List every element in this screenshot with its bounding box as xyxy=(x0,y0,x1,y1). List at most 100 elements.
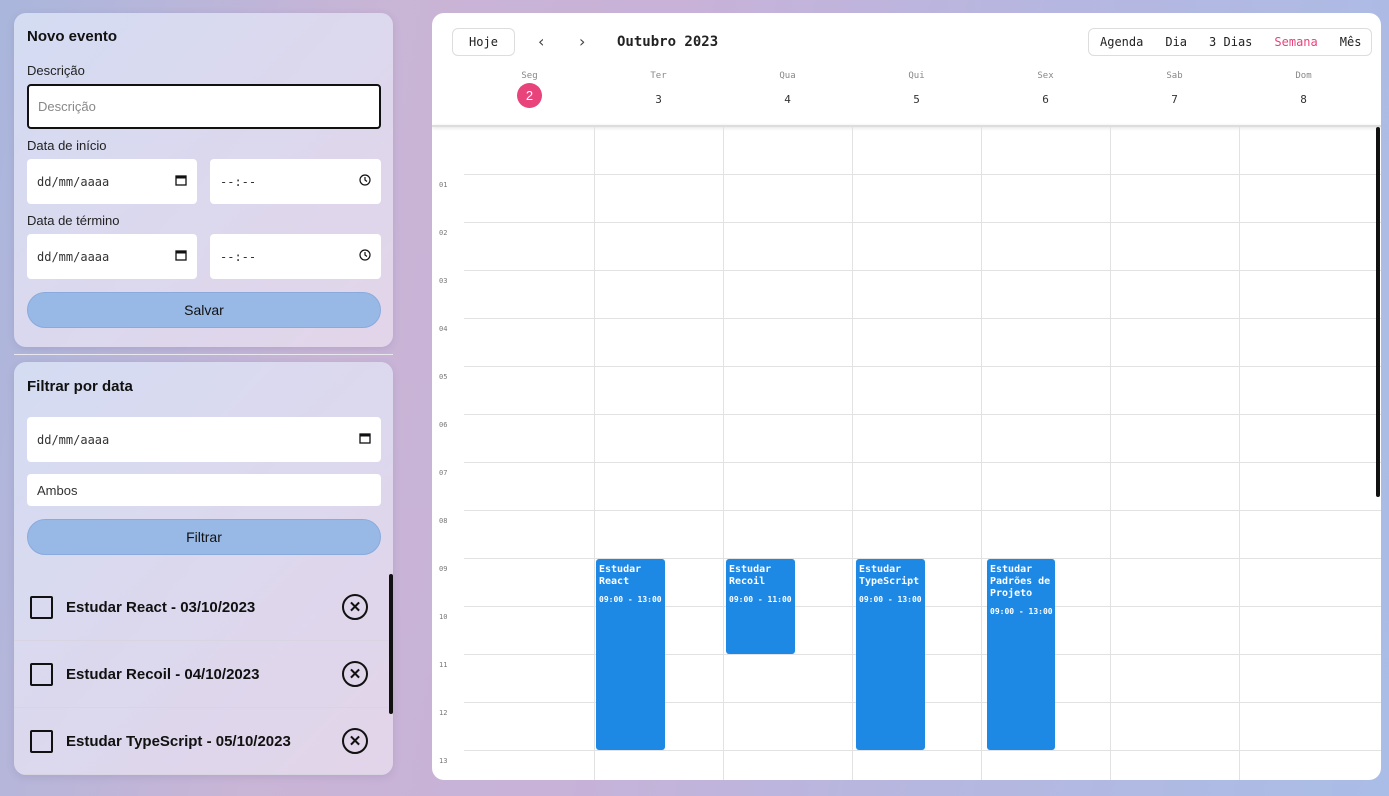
day-name: Ter xyxy=(650,71,667,81)
day-column-line xyxy=(981,127,982,780)
new-event-title: Novo evento xyxy=(27,28,118,45)
calendar-icon[interactable] xyxy=(175,249,187,264)
event-title: Estudar Padrões de Projeto xyxy=(990,564,1051,599)
hour-label: 05 xyxy=(439,373,448,381)
start-date-value: dd/mm/aaaa xyxy=(37,174,110,189)
event-block[interactable]: Estudar TypeScript 09:00 - 13:00 xyxy=(856,559,925,750)
task-title: Estudar Recoil - 04/10/2023 xyxy=(66,665,260,683)
filter-status-select[interactable]: Ambos xyxy=(27,474,381,506)
hour-line xyxy=(464,750,1381,751)
chevron-right-icon[interactable]: › xyxy=(579,32,586,51)
list-item: Estudar Recoil - 04/10/2023 ✕ xyxy=(14,641,388,708)
view-switcher: Agenda Dia 3 Dias Semana Mês xyxy=(1088,28,1372,56)
view-week[interactable]: Semana xyxy=(1274,35,1318,49)
end-date-input[interactable]: dd/mm/aaaa xyxy=(27,234,197,279)
section-divider xyxy=(14,354,393,355)
task-checkbox[interactable] xyxy=(30,729,53,753)
chevron-left-icon[interactable]: ‹ xyxy=(538,32,545,51)
header-divider xyxy=(432,125,1381,127)
day-name: Qui xyxy=(908,71,925,81)
today-button[interactable]: Hoje xyxy=(452,28,515,56)
event-title: Estudar React xyxy=(599,564,642,587)
view-3-days[interactable]: 3 Dias xyxy=(1209,35,1253,49)
calendar-panel: Hoje ‹ › Outubro 2023 Agenda Dia 3 Dias … xyxy=(432,13,1381,780)
day-name: Qua xyxy=(779,71,796,81)
hour-label: 03 xyxy=(439,277,448,285)
view-agenda[interactable]: Agenda xyxy=(1100,35,1144,49)
calendar-scrollbar[interactable] xyxy=(1376,127,1380,497)
day-header[interactable]: Qui 5 xyxy=(852,71,981,112)
event-block[interactable]: Estudar Recoil 09:00 - 11:00 xyxy=(726,559,795,654)
hour-line xyxy=(464,318,1381,319)
day-name: Seg xyxy=(521,71,538,81)
day-header[interactable]: Sab 7 xyxy=(1110,71,1239,112)
filter-button[interactable]: Filtrar xyxy=(27,519,381,555)
hour-line xyxy=(464,366,1381,367)
day-number: 4 xyxy=(784,93,791,106)
description-label: Descrição xyxy=(27,63,85,78)
event-time: 09:00 - 13:00 xyxy=(859,595,922,604)
view-day[interactable]: Dia xyxy=(1165,35,1188,49)
filter-card: Filtrar por data dd/mm/aaaa Ambos Filtra… xyxy=(14,362,393,775)
hour-line xyxy=(464,222,1381,223)
day-header[interactable]: Sex 6 xyxy=(981,71,1110,112)
clock-icon[interactable] xyxy=(359,174,371,189)
hour-line xyxy=(464,270,1381,271)
day-header[interactable]: Dom 8 xyxy=(1239,71,1368,112)
event-time: 09:00 - 13:00 xyxy=(990,607,1053,616)
list-scrollbar[interactable] xyxy=(389,574,393,714)
calendar-icon[interactable] xyxy=(359,432,371,447)
day-column-line xyxy=(594,127,595,780)
hour-label: 11 xyxy=(439,661,448,669)
event-time: 09:00 - 13:00 xyxy=(599,595,662,604)
hour-label: 09 xyxy=(439,565,448,573)
task-title: Estudar TypeScript - 05/10/2023 xyxy=(66,732,291,750)
calendar-icon[interactable] xyxy=(175,174,187,189)
day-header[interactable]: Qua 4 xyxy=(723,71,852,112)
event-block[interactable]: Estudar Padrões de Projeto 09:00 - 13:00 xyxy=(987,559,1055,750)
filter-status-value: Ambos xyxy=(37,482,78,498)
day-number: 7 xyxy=(1171,93,1178,106)
end-time-input[interactable]: --:-- xyxy=(210,234,381,279)
close-circle-icon[interactable]: ✕ xyxy=(342,728,368,754)
end-time-value: --:-- xyxy=(220,249,257,264)
day-number: 6 xyxy=(1042,93,1049,106)
hour-line xyxy=(464,174,1381,175)
day-column-line xyxy=(1110,127,1111,780)
close-circle-icon[interactable]: ✕ xyxy=(342,594,368,620)
close-circle-icon[interactable]: ✕ xyxy=(342,661,368,687)
save-button[interactable]: Salvar xyxy=(27,292,381,328)
start-time-input[interactable]: --:-- xyxy=(210,159,381,204)
hour-line xyxy=(464,558,1381,559)
week-grid[interactable]: 01 02 03 04 05 06 07 08 09 10 11 12 13 E… xyxy=(432,127,1381,780)
event-block[interactable]: Estudar React 09:00 - 13:00 xyxy=(596,559,665,750)
task-checkbox[interactable] xyxy=(30,662,53,686)
filter-date-input[interactable]: dd/mm/aaaa xyxy=(27,417,381,462)
day-column-line xyxy=(852,127,853,780)
filter-title: Filtrar por data xyxy=(27,378,133,395)
day-name: Dom xyxy=(1295,71,1312,81)
list-item: Estudar TypeScript - 05/10/2023 ✕ xyxy=(14,708,388,775)
new-event-card: Novo evento Descrição Data de início dd/… xyxy=(14,13,393,347)
event-time: 09:00 - 11:00 xyxy=(729,595,792,604)
task-title: Estudar React - 03/10/2023 xyxy=(66,598,256,616)
start-date-input[interactable]: dd/mm/aaaa xyxy=(27,159,197,204)
day-number: 2 xyxy=(517,83,542,108)
day-column-line xyxy=(723,127,724,780)
day-number: 8 xyxy=(1300,93,1307,106)
clock-icon[interactable] xyxy=(359,249,371,264)
description-input[interactable] xyxy=(27,84,381,129)
task-checkbox[interactable] xyxy=(30,595,53,619)
hour-label: 10 xyxy=(439,613,448,621)
hour-label: 07 xyxy=(439,469,448,477)
day-name: Sex xyxy=(1037,71,1054,81)
day-header[interactable]: Seg 2 xyxy=(465,71,594,108)
hour-label: 01 xyxy=(439,181,448,189)
end-date-label: Data de término xyxy=(27,213,120,228)
day-number: 5 xyxy=(913,93,920,106)
view-month[interactable]: Mês xyxy=(1339,35,1362,49)
day-header[interactable]: Ter 3 xyxy=(594,71,723,112)
hour-label: 06 xyxy=(439,421,448,429)
day-column-line xyxy=(1239,127,1240,780)
month-title: Outubro 2023 xyxy=(617,34,719,50)
